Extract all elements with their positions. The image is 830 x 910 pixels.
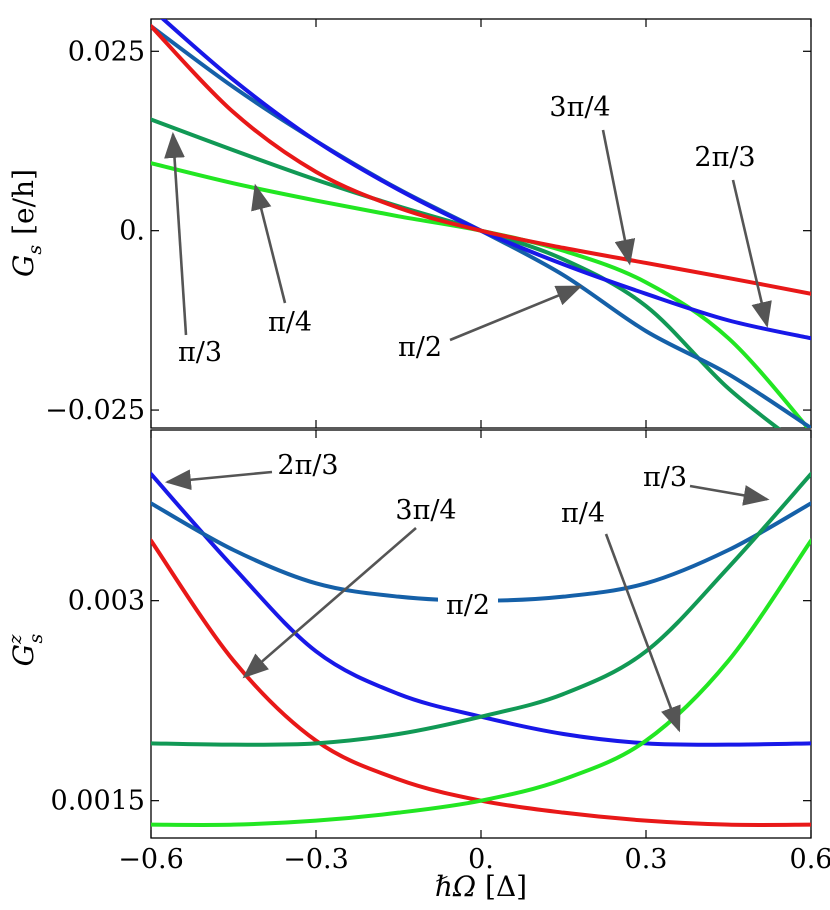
- bottom-series-group: [151, 472, 811, 827]
- top-annotation-pi-2: π/2: [398, 332, 442, 363]
- top-series-group: [151, 19, 811, 428]
- bottom-y-axis-title: Gzs: [5, 633, 47, 666]
- bottom-series-line-pi-3: [151, 472, 811, 747]
- top-annotation-arrow-pi-4: [251, 183, 287, 304]
- x-tick-label: 0.: [468, 844, 494, 875]
- top-annotation-arrow-3pi-4: [601, 129, 636, 266]
- x-tick-label: −0.6: [118, 844, 184, 875]
- bottom-annotation-arrow-pi-3: [689, 484, 770, 506]
- y-tick-label: −0.025: [45, 395, 145, 426]
- bottom-annotation-pi-3: π/3: [643, 462, 687, 493]
- bottom-annotation-pi-2: π/2: [446, 590, 490, 621]
- x-tick-label: −0.3: [283, 844, 349, 875]
- bottom-annotation-3pi-4: 3π/4: [395, 495, 456, 526]
- top-annotation-pi-4: π/4: [268, 307, 312, 338]
- top-annotation-arrow-pi-2: [449, 285, 583, 342]
- top-annotation-3pi-4: 3π/4: [549, 92, 610, 123]
- x-tick-label: 0.6: [790, 844, 830, 875]
- top-series-line-3pi-4: [151, 24, 811, 296]
- bottom-annotation-arrow-3pi-4: [242, 527, 417, 679]
- bottom-series-line-3pi-4: [151, 538, 811, 827]
- y-tick-label: 0.025: [68, 36, 145, 67]
- bottom-series-line-pi-4: [151, 538, 811, 827]
- top-annotation-arrow-2pi-3: [731, 179, 772, 328]
- bottom-plot-frame: [150, 429, 812, 839]
- top-panel: 0.025 0. −0.025 3π/4 2π/3 π/2 π/4 π/3 Gs[e/h]: [7, 18, 812, 429]
- bottom-annotation-arrow-pi-4: [604, 533, 681, 733]
- bottom-annotation-2pi-3: 2π/3: [277, 450, 338, 481]
- bottom-annotation-pi-4: π/4: [561, 498, 605, 529]
- x-axis-title: ℏΩ [Δ]: [435, 870, 527, 903]
- y-tick-label: 0.0015: [51, 786, 145, 817]
- x-tick-label: 0.3: [625, 844, 668, 875]
- y-tick-label: 0.003: [68, 586, 145, 617]
- top-annotation-2pi-3: 2π/3: [694, 142, 755, 173]
- top-annotation-arrow-pi-3: [164, 131, 188, 336]
- bottom-annotation-arrow-2pi-3: [164, 469, 273, 491]
- bottom-annotation-bg-pi-2: [438, 592, 498, 620]
- top-y-axis-title: Gs[e/h]: [7, 169, 46, 277]
- bottom-panel: −0.6 −0.3 0. 0.3 0.6 0.003 0.0015 2π/3 3π/4 π/4 π/…: [5, 429, 830, 903]
- y-tick-label: 0.: [119, 216, 145, 247]
- top-annotation-pi-3: π/3: [178, 337, 222, 368]
